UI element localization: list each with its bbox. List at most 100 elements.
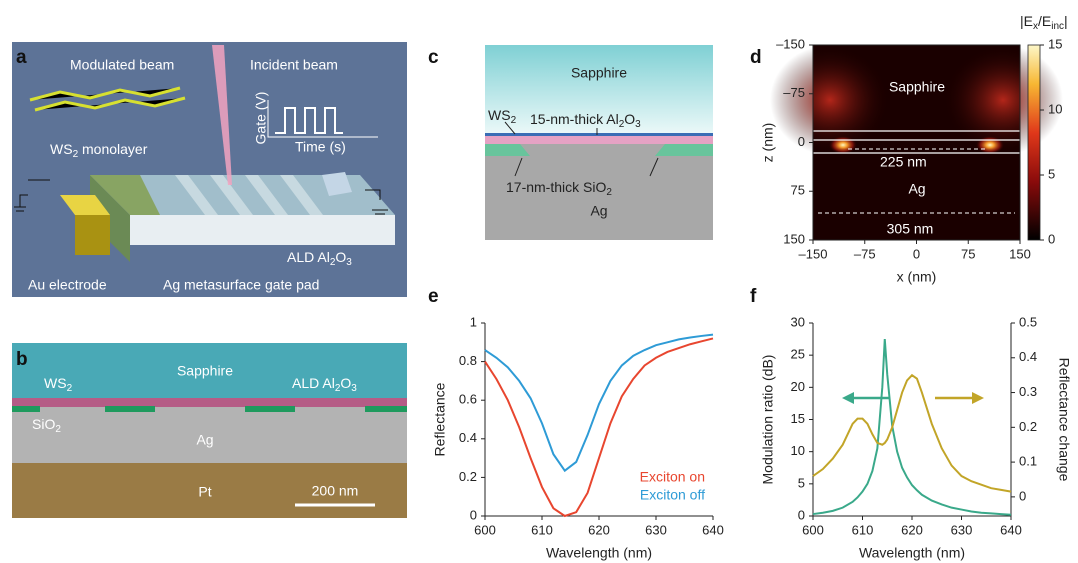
hotspot xyxy=(829,136,857,154)
text-part: /E xyxy=(1038,13,1051,29)
x-axis-label: Wavelength (nm) xyxy=(546,545,652,561)
pointers xyxy=(504,121,659,177)
panel-a: a Modulated beam Incident beam Gate (V) … xyxy=(12,42,407,297)
x-tick-label: –75 xyxy=(854,246,876,261)
x-tick-label: 75 xyxy=(961,246,975,261)
y-tick-label: 5 xyxy=(798,475,805,490)
subscript: 2 xyxy=(67,383,73,394)
y2-tick-label: 0 xyxy=(1019,488,1026,503)
x-axis-label: x (nm) xyxy=(897,269,937,285)
subscript: 2 xyxy=(330,257,336,268)
colorbar xyxy=(1027,44,1041,241)
y-tick-label: 75 xyxy=(791,183,805,198)
text-part: ALD Al xyxy=(287,249,330,265)
subscript: 2 xyxy=(55,424,61,435)
text-part: O xyxy=(335,249,346,265)
subscript: 2 xyxy=(73,149,79,160)
glow xyxy=(943,45,1063,155)
y2-tick-label: 0.5 xyxy=(1019,314,1037,329)
text-part: WS xyxy=(488,107,511,123)
annotation: Ag xyxy=(908,181,925,197)
annotation: Au electrode xyxy=(28,277,107,293)
annotation: 305 nm xyxy=(887,221,934,237)
panel-c: c Sapphire WS2 15-nm-thick Al2O3 17-nm-t… xyxy=(428,45,713,240)
y-tick-label: 15 xyxy=(791,411,805,426)
series-line xyxy=(812,373,1012,493)
sio2-right xyxy=(655,144,713,156)
ground-left xyxy=(14,179,50,212)
dimension-arrows xyxy=(818,148,1015,214)
y-tick-label: 0.8 xyxy=(459,353,477,368)
colorbar-tick-label: 10 xyxy=(1048,101,1062,116)
panel-label: f xyxy=(750,286,757,307)
text-part: O xyxy=(624,111,635,127)
legend-label: Exciton off xyxy=(640,487,705,503)
legend-label: Exciton on xyxy=(640,469,705,485)
y-tick-label: 0 xyxy=(470,507,477,522)
y-axis-label: Reflectance xyxy=(432,382,448,456)
ag xyxy=(485,144,713,240)
annotation: 225 nm xyxy=(880,154,927,170)
subscript: x xyxy=(1033,21,1038,32)
panel-label: d xyxy=(750,47,762,68)
electrode-top xyxy=(90,175,160,215)
y-axis-label: Modulation ratio (dB) xyxy=(760,355,776,485)
y-tick-label: –75 xyxy=(783,85,805,100)
y-tick-label: 10 xyxy=(791,443,805,458)
axis-arrows xyxy=(842,392,984,404)
subscript: 2 xyxy=(606,187,612,198)
pt-region xyxy=(12,463,407,518)
annotation: Sapphire xyxy=(889,79,945,95)
text-part: ALD Al xyxy=(292,375,335,391)
subscript: 3 xyxy=(351,383,357,394)
y-tick-label: 20 xyxy=(791,379,805,394)
subscript: 3 xyxy=(635,119,641,130)
ws2-layer xyxy=(485,133,713,136)
annotation: Incident beam xyxy=(250,57,338,73)
glow xyxy=(770,45,890,155)
text-part: 15-nm-thick Al xyxy=(530,111,619,127)
panel-label: c xyxy=(428,47,439,68)
series-line xyxy=(812,339,1012,516)
annotation: Ag xyxy=(590,203,607,219)
annotation: ALD Al2O3 xyxy=(292,375,357,394)
y-tick-label: 0 xyxy=(798,507,805,522)
text-part: SiO xyxy=(32,416,55,432)
annotation: Time (s) xyxy=(295,139,346,155)
annotation: ALD Al2O3 xyxy=(287,249,352,268)
annotation: Gate (V) xyxy=(253,92,269,145)
x-tick-label: 610 xyxy=(852,522,874,537)
subscript: 2 xyxy=(619,119,625,130)
x-tick-label: –150 xyxy=(799,246,828,261)
text-part: O xyxy=(340,375,351,391)
series-line xyxy=(484,333,714,473)
annotation: Ag metasurface gate pad xyxy=(163,277,319,293)
au-top xyxy=(60,195,110,215)
y-tick-label: 150 xyxy=(783,231,805,246)
y-tick-label: 1 xyxy=(470,314,477,329)
gate-axes xyxy=(267,100,378,138)
sapphire xyxy=(485,45,713,133)
right-electrode xyxy=(322,172,352,196)
text-part: | xyxy=(1064,13,1068,29)
annotation: 17-nm-thick SiO2 xyxy=(506,179,612,198)
interfaces xyxy=(813,130,1020,154)
x-tick-label: 600 xyxy=(802,522,824,537)
panel-b: b Sapphire WS2 ALD Al2O3 SiO2 Ag Pt 200 … xyxy=(12,343,407,518)
x-tick-label: 630 xyxy=(645,522,667,537)
annotation: Modulated beam xyxy=(70,57,174,73)
text-part: |E xyxy=(1020,13,1033,29)
arrow-left-head xyxy=(842,392,854,404)
x-tick-label: 630 xyxy=(951,522,973,537)
subscript: 2 xyxy=(335,383,341,394)
panel-label: a xyxy=(16,47,27,68)
ws2-lattice xyxy=(29,86,186,112)
y-tick-label: 0.6 xyxy=(459,392,477,407)
colorbar-tick-label: 0 xyxy=(1048,231,1055,246)
y2-tick-label: 0.1 xyxy=(1019,454,1037,469)
annotation: Sapphire xyxy=(571,65,627,81)
x-axis-label: Wavelength (nm) xyxy=(859,545,965,561)
field-map xyxy=(770,45,1063,240)
series-line xyxy=(484,337,714,518)
